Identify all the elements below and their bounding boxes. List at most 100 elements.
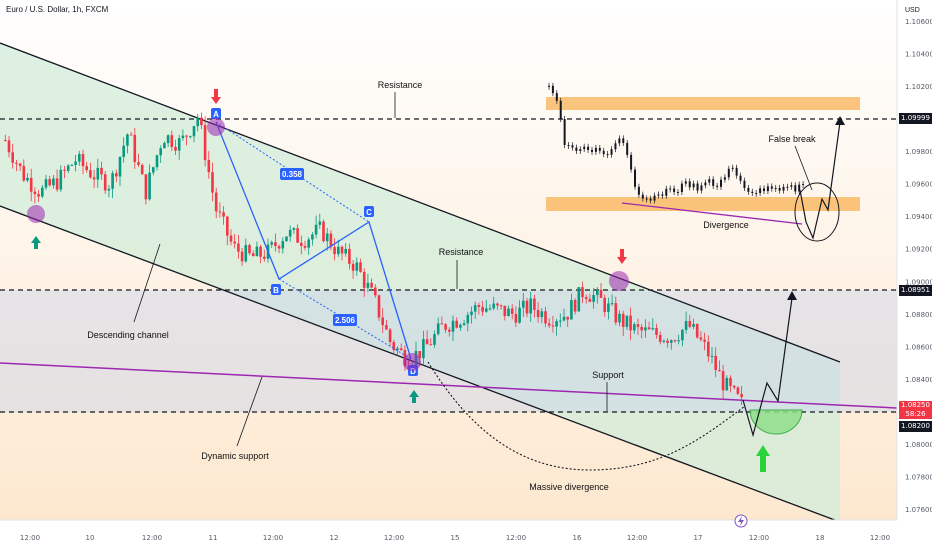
candle-body [566, 316, 569, 320]
candle-body [681, 329, 684, 341]
price-tick-label: 1.09600 [905, 181, 932, 189]
candle-body [137, 162, 140, 165]
inset-candle-body [755, 192, 758, 194]
candle-body [248, 245, 251, 254]
candle-body [259, 246, 262, 257]
candle-body [159, 148, 162, 156]
time-tick-label: 12:00 [627, 534, 647, 542]
inset-candle-body [661, 194, 664, 196]
time-tick-label: 12 [330, 534, 339, 542]
arrow-down-icon [617, 249, 627, 264]
candle-body [433, 334, 436, 345]
arrow-up-icon [756, 445, 770, 472]
candle-body [625, 315, 629, 327]
dynamic-support-line [0, 362, 898, 409]
false-break-pointer [794, 145, 813, 191]
inset-candle-body [739, 175, 742, 181]
annotation-massive-divergence: Massive divergence [529, 482, 609, 492]
candle-body [436, 323, 440, 335]
inset-candle-body [731, 167, 734, 169]
candlestick-series [4, 112, 743, 405]
time-tick-label: 15 [451, 534, 460, 542]
candle-body [692, 323, 695, 327]
candle-body [244, 245, 248, 262]
candle-body [351, 263, 355, 271]
lightning-icon[interactable] [734, 514, 748, 528]
inset-candle-body [571, 145, 574, 148]
candle-body [292, 228, 296, 230]
inset-candle-body [575, 147, 578, 152]
candle-body [488, 308, 492, 310]
candle-body [59, 169, 63, 190]
price-tag-resistance-high: 1.09999 [899, 113, 932, 124]
candle-body [644, 327, 647, 331]
price-tick-label: 1.10600 [905, 18, 932, 26]
pointer-line [133, 243, 161, 323]
candle-body [311, 234, 314, 240]
time-tick-label: 12:00 [749, 534, 769, 542]
candle-body [81, 154, 85, 167]
inset-candle-body [614, 143, 617, 150]
time-tick-label: 12:00 [384, 534, 404, 542]
inset-candle-body [610, 149, 613, 155]
inset-candle-body [637, 186, 640, 195]
pattern-label-b: B [271, 284, 281, 295]
time-tick-label: 11 [209, 534, 218, 542]
price-tick-label: 1.10400 [905, 50, 932, 58]
candle-body [285, 236, 288, 242]
price-tick-label: 1.07800 [905, 474, 932, 482]
candle-body [4, 140, 7, 142]
inset-candle-body [677, 191, 679, 193]
time-tick-label: 17 [694, 534, 703, 542]
candle-body [200, 117, 203, 126]
time-axis[interactable] [0, 520, 897, 550]
price-tag-resistance-mid: 1.08951 [899, 285, 932, 296]
candle-body [362, 271, 366, 288]
candle-body [348, 248, 351, 264]
candle-body [418, 351, 421, 359]
price-axis[interactable] [897, 0, 932, 550]
candle-body [529, 298, 532, 314]
cup-shape [749, 409, 803, 435]
inset-candle-body [630, 154, 633, 170]
candle-body [522, 300, 525, 308]
inset-candle-body [657, 194, 660, 196]
candle-body [296, 228, 299, 243]
candle-body [714, 355, 717, 371]
candle-body [540, 311, 544, 318]
candle-body [126, 134, 129, 146]
candle-body [629, 315, 632, 331]
inset-candle-body [708, 179, 711, 183]
candle-body [729, 377, 732, 386]
inset-candle-body [673, 188, 676, 192]
candle-body [740, 393, 743, 398]
candle-body [277, 246, 281, 249]
candle-body [140, 164, 144, 175]
ratio-label-ac: 0.358 [280, 168, 304, 180]
inset-candle-body [618, 138, 621, 144]
inset-candle-body [696, 183, 699, 191]
price-tick-label: 1.07600 [905, 506, 932, 514]
pivot-marker [27, 205, 45, 223]
candle-body [636, 324, 640, 327]
candle-body [307, 239, 310, 248]
candle-body [499, 305, 503, 307]
inset-support-zone [546, 197, 860, 211]
candle-body [388, 329, 392, 343]
inset-candle-body [579, 149, 582, 152]
candle-body [55, 178, 59, 190]
candle-body [44, 179, 48, 188]
arrow-up-icon [409, 390, 419, 403]
candle-body [651, 328, 655, 330]
time-tick-label: 12:00 [870, 534, 890, 542]
candle-body [288, 229, 292, 237]
candle-body [318, 221, 322, 225]
candle-body [33, 191, 37, 195]
inset-candle-body [747, 187, 750, 192]
inset-candle-body [763, 188, 765, 192]
candle-body [89, 170, 92, 178]
candle-body [155, 155, 159, 168]
candle-body [536, 309, 540, 318]
candle-body [503, 305, 507, 317]
